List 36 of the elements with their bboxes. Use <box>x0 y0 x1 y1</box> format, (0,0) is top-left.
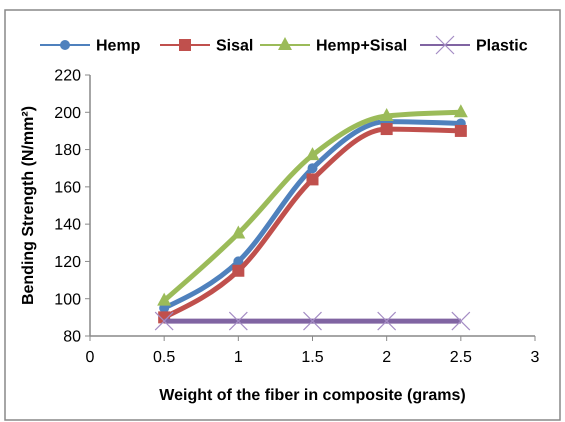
x-tick-label: 2.5 <box>450 349 472 366</box>
y-tick-label: 180 <box>54 142 82 160</box>
x-tick-label: 3 <box>530 349 540 366</box>
point <box>454 104 468 118</box>
point <box>157 292 172 306</box>
point <box>306 173 318 186</box>
point <box>302 311 322 331</box>
x-tick-label: 1.5 <box>301 349 324 366</box>
y-tick-label: 200 <box>54 104 82 122</box>
x-tick-label: 0.5 <box>153 349 176 366</box>
x-tick-label: 0 <box>86 349 95 366</box>
y-tick-label: 140 <box>54 216 82 234</box>
y-tick-label: 100 <box>54 291 82 308</box>
point <box>228 311 248 331</box>
x-tick-label: 1 <box>234 349 243 366</box>
point <box>308 163 318 174</box>
legend-label: Hemp <box>96 38 141 55</box>
point <box>380 108 394 122</box>
x-tick-label: 2 <box>382 349 392 366</box>
point <box>454 124 467 137</box>
legend-label: Plastic <box>476 38 528 55</box>
point <box>451 311 470 331</box>
x-axis-title: Weight of the fiber in composite (grams) <box>159 387 466 404</box>
point <box>231 225 246 238</box>
legend-label: Hemp+Sisal <box>316 38 408 55</box>
y-axis-title: Bending Strength (N/mm²) <box>20 106 37 306</box>
y-tick-label: 120 <box>54 254 82 272</box>
y-tick-label: 80 <box>63 328 82 346</box>
point <box>377 311 396 331</box>
y-tick-label: 220 <box>54 68 82 85</box>
y-tick-label: 160 <box>54 179 82 196</box>
point <box>154 311 174 331</box>
point <box>380 123 393 136</box>
point <box>306 147 320 160</box>
point <box>232 264 244 277</box>
legend-label: Sisal <box>216 38 254 55</box>
